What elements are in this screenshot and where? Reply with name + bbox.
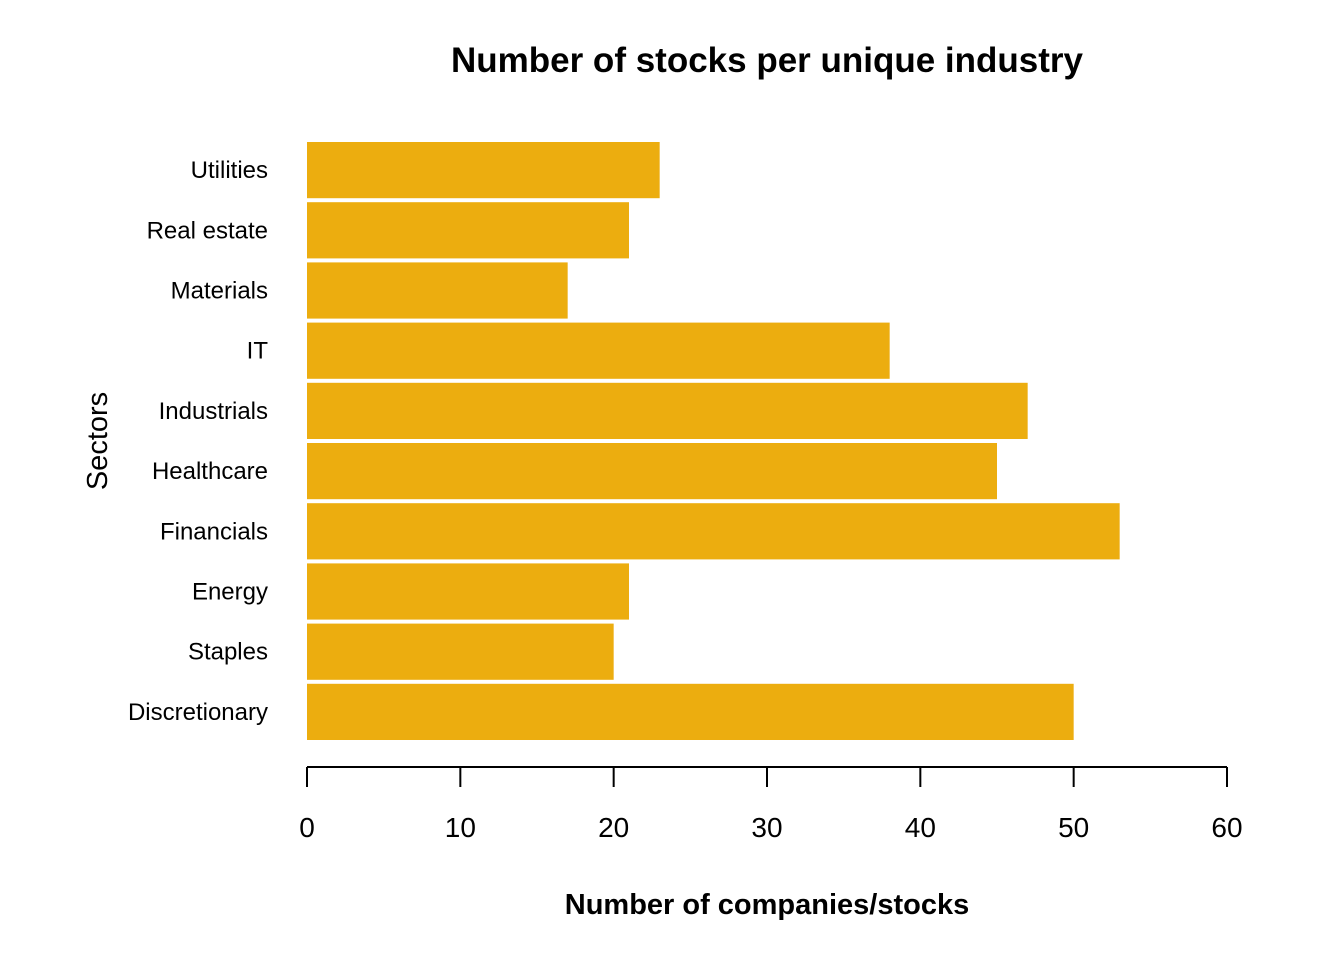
category-labels: Discretionary Staples Energy Financials Heal… [128, 157, 268, 726]
bar-industrials [307, 382, 1028, 439]
category-label-healthcare: Healthcare [152, 458, 268, 485]
x-tick-label-0: 0 [299, 812, 315, 843]
x-axis-title: Number of companies/stocks [565, 889, 970, 921]
bar-healthcare [307, 443, 997, 500]
category-label-real-estate: Real estate [147, 217, 268, 244]
x-tick-label-50: 50 [1058, 812, 1089, 843]
category-label-materials: Materials [171, 278, 268, 305]
bar-it [307, 322, 890, 379]
category-label-energy: Energy [192, 579, 268, 606]
bar-real-estate [307, 202, 629, 259]
x-tick-label-60: 60 [1211, 812, 1242, 843]
x-tick-label-40: 40 [905, 812, 936, 843]
x-tick-label-30: 30 [751, 812, 782, 843]
bar-financials [307, 503, 1120, 560]
bar-staples [307, 623, 614, 680]
bar-utilities [307, 142, 660, 199]
bars-group [307, 142, 1120, 740]
category-label-discretionary: Discretionary [128, 699, 268, 726]
category-label-industrials: Industrials [159, 398, 268, 425]
category-label-utilities: Utilities [191, 157, 268, 184]
y-axis-title: Sectors [82, 392, 114, 490]
chart-title: Number of stocks per unique industry [451, 41, 1084, 80]
category-label-financials: Financials [160, 518, 268, 545]
bar-energy [307, 563, 629, 620]
x-tick-label-20: 20 [598, 812, 629, 843]
x-axis: 0 10 20 30 40 50 60 [299, 766, 1243, 843]
category-label-it: IT [247, 338, 269, 365]
bar-discretionary [307, 683, 1074, 740]
category-label-staples: Staples [188, 639, 268, 666]
bar-materials [307, 262, 568, 319]
x-tick-label-10: 10 [445, 812, 476, 843]
